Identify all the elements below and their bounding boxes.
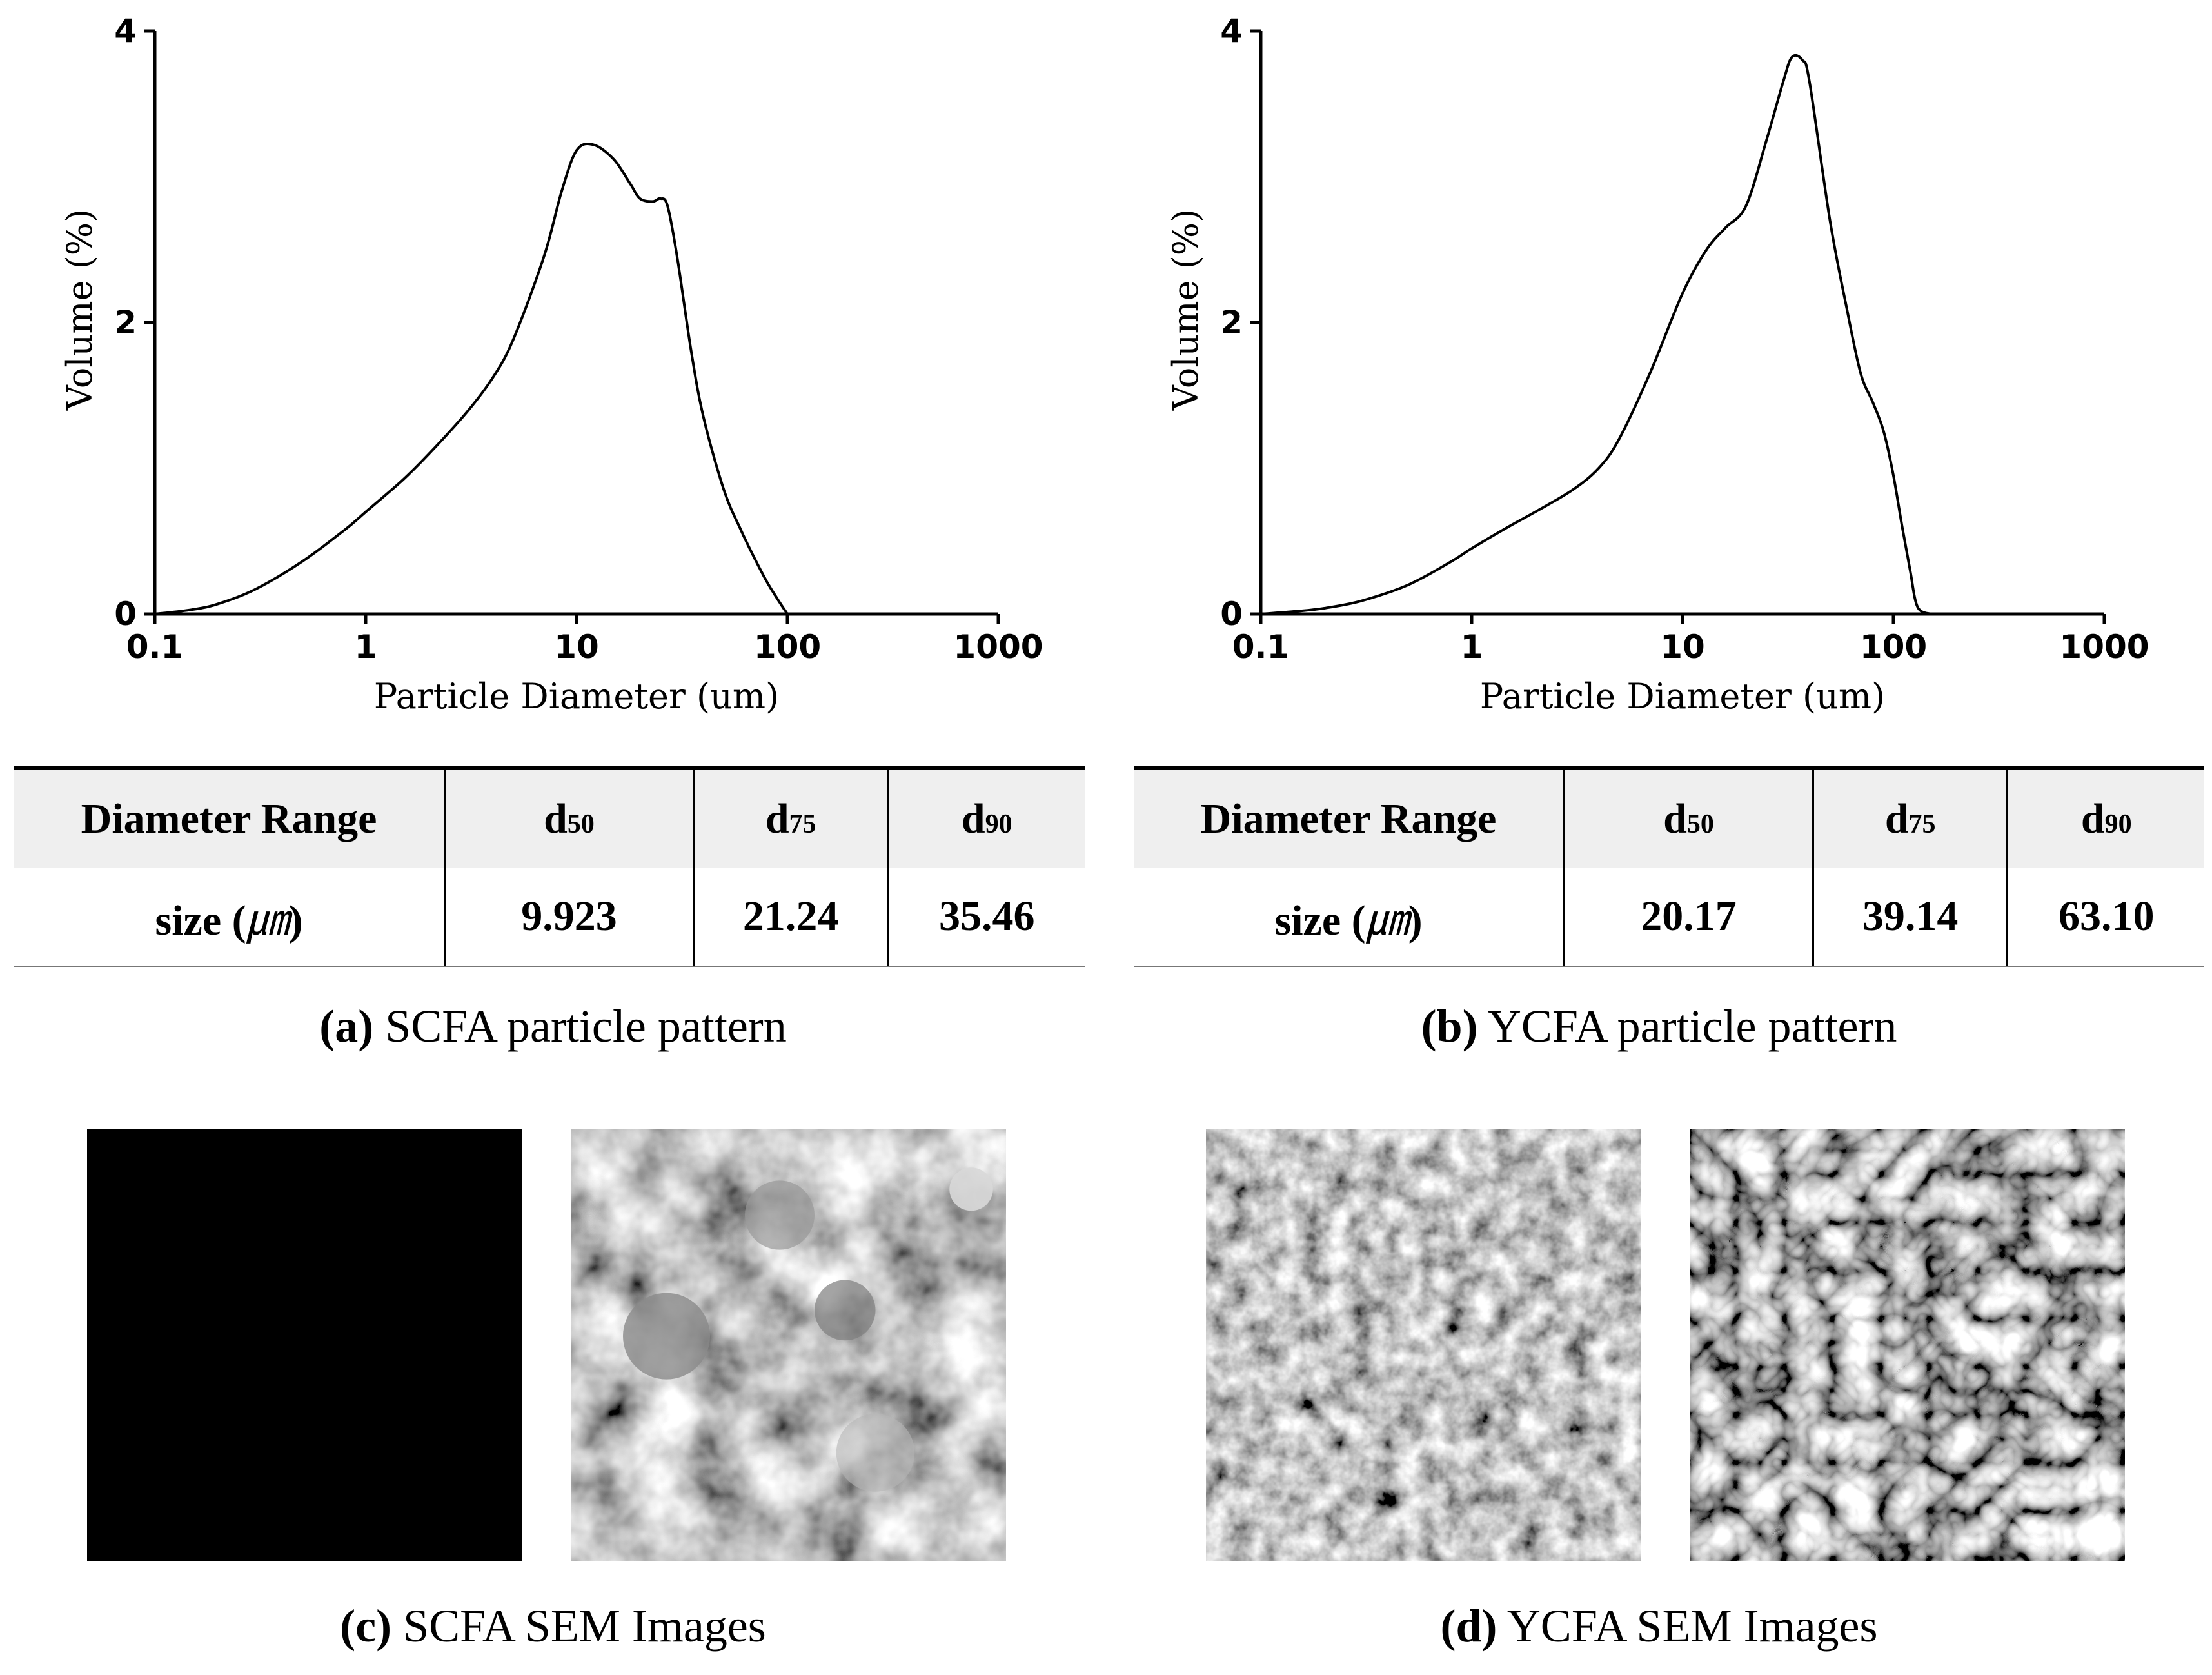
chart-a: 0.1 1 10 100 1000 0 2 4 Particle Diameter (um)… xyxy=(0,0,1106,735)
sem-image-ycfa-low-mag xyxy=(1206,1129,1641,1561)
chart-b: 0.1 1 10 100 1000 0 2 4 Particle Diameter (um)… xyxy=(1106,0,2212,735)
chart-b-svg: 0.1 1 10 100 1000 0 2 4 Particle Diameter (um)… xyxy=(1165,12,2149,717)
cell-d75: 39.14 xyxy=(1812,867,2008,967)
x-tick-label: 10 xyxy=(554,628,599,666)
cell-d90: 35.46 xyxy=(887,867,1085,967)
cell-d75: 21.24 xyxy=(692,867,888,967)
header-d75: d75 xyxy=(692,766,888,868)
cell-d50: 20.17 xyxy=(1563,867,1813,967)
x-tick-label: 1 xyxy=(355,628,377,666)
x-axis-title: Particle Diameter (um) xyxy=(374,676,779,717)
x-tick-label: 1000 xyxy=(953,628,1043,666)
x-tick-label: 0.1 xyxy=(1232,628,1290,666)
y-tick-label: 2 xyxy=(114,304,137,341)
x-tick-label: 1000 xyxy=(2059,628,2149,666)
cell-d90: 63.10 xyxy=(2006,867,2204,967)
caption-c: (c) SCFA SEM Images xyxy=(340,1600,766,1652)
y-tick-label: 4 xyxy=(1220,12,1243,50)
y-tick-label: 2 xyxy=(1220,304,1243,341)
table-header-row: Diameter Range d50 d75 d90 xyxy=(14,766,1085,868)
table-row: size (㎛) 9.923 21.24 35.46 xyxy=(14,867,1085,967)
table-header-row: Diameter Range d50 d75 d90 xyxy=(1134,766,2204,868)
series-line-scfa xyxy=(154,142,789,615)
x-axis-title: Particle Diameter (um) xyxy=(1480,676,1885,717)
sem-image-ycfa-high-mag xyxy=(1690,1129,2125,1561)
y-axis-title: Volume (%) xyxy=(59,209,100,411)
x-tick-label: 10 xyxy=(1660,628,1705,666)
caption-a: (a) SCFA particle pattern xyxy=(319,1000,787,1052)
x-tick-label: 100 xyxy=(754,628,821,666)
header-d90: d90 xyxy=(2006,766,2204,868)
header-d50: d50 xyxy=(1563,766,1813,868)
header-d90: d90 xyxy=(887,766,1085,868)
header-d50: d50 xyxy=(444,766,694,868)
psd-table-a: Diameter Range d50 d75 d90 size (㎛) 9.92… xyxy=(14,766,1085,967)
psd-table-b: Diameter Range d50 d75 d90 size (㎛) 20.1… xyxy=(1134,766,2204,967)
header-d75: d75 xyxy=(1812,766,2008,868)
chart-a-svg: 0.1 1 10 100 1000 0 2 4 Particle Diameter (um)… xyxy=(59,12,1043,717)
x-tick-label: 0.1 xyxy=(126,628,184,666)
header-diameter-range: Diameter Range xyxy=(1134,766,1565,868)
x-tick-label: 1 xyxy=(1461,628,1483,666)
series-line-ycfa xyxy=(1260,54,1931,615)
caption-b: (b) YCFA particle pattern xyxy=(1421,1000,1897,1052)
y-tick-label: 0 xyxy=(114,595,137,633)
header-diameter-range: Diameter Range xyxy=(14,766,445,868)
y-axis-title: Volume (%) xyxy=(1165,209,1206,411)
y-tick-label: 4 xyxy=(114,12,137,50)
row-label-size: size (㎛) xyxy=(1134,867,1565,967)
y-tick-label: 0 xyxy=(1220,595,1243,633)
row-label-size: size (㎛) xyxy=(14,867,445,967)
cell-d50: 9.923 xyxy=(444,867,694,967)
x-tick-label: 100 xyxy=(1860,628,1927,666)
table-row: size (㎛) 20.17 39.14 63.10 xyxy=(1134,867,2204,967)
caption-d: (d) YCFA SEM Images xyxy=(1440,1600,1878,1652)
sem-image-scfa-low-mag xyxy=(87,1129,522,1561)
sem-image-scfa-high-mag xyxy=(571,1129,1006,1561)
